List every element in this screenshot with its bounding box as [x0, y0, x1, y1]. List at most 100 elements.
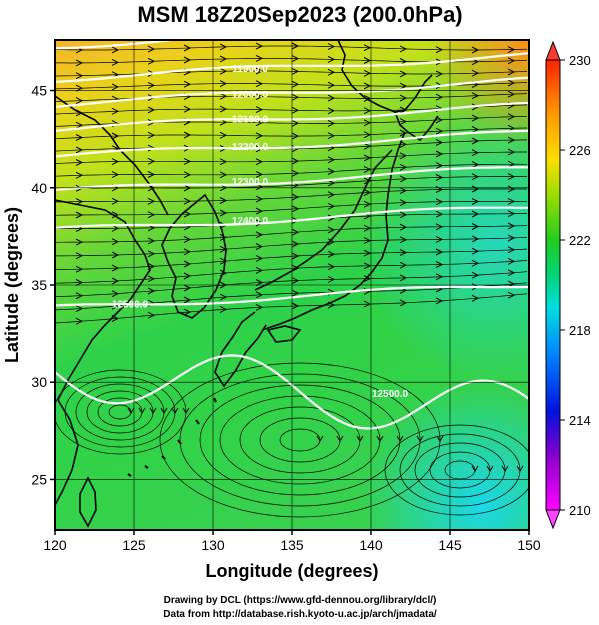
colorbar-tick-label: 210: [569, 503, 591, 518]
flow-arrow: [291, 228, 300, 236]
y-tick-label: 35: [31, 277, 47, 293]
flow-arrow: [471, 161, 480, 169]
flow-arrow: [75, 59, 84, 67]
flow-arrow: [363, 200, 372, 208]
streamline: [55, 271, 528, 297]
flow-arrow: [471, 114, 480, 122]
flow-arrow: [435, 93, 444, 101]
flow-arrow: [327, 214, 336, 222]
flow-arrow: [171, 407, 179, 414]
contour-label: 11900.0: [232, 64, 268, 75]
flow-arrow: [327, 226, 336, 234]
flow-arrow: [291, 205, 300, 213]
flow-arrow: [147, 171, 156, 178]
flow-arrow: [291, 106, 300, 114]
streamline-swirl: [219, 395, 381, 485]
contour-label: 12300.0: [232, 177, 269, 188]
flow-arrow: [111, 171, 120, 179]
flow-arrow: [435, 46, 444, 54]
flow-arrow: [316, 435, 324, 442]
contour-label: 12200.0: [232, 142, 269, 153]
flow-arrow: [435, 273, 444, 281]
flow-arrow: [255, 106, 264, 114]
flow-arrow: [363, 142, 372, 150]
flow-arrow: [219, 233, 228, 241]
grid-lines: [55, 40, 529, 530]
flow-arrow: [471, 223, 480, 230]
flow-arrow: [327, 179, 336, 187]
flow-arrow: [147, 57, 156, 65]
flow-arrow: [183, 105, 192, 113]
x-tick-label: 140: [359, 537, 383, 553]
flow-arrow: [75, 72, 84, 80]
flow-arrow: [111, 46, 120, 54]
flow-arrow: [219, 257, 228, 265]
flow-arrow: [399, 261, 408, 269]
streamline-swirl: [97, 397, 143, 427]
flow-arrow: [182, 407, 190, 414]
flow-arrow: [327, 94, 336, 102]
flow-arrow: [507, 210, 516, 218]
flow-arrow: [327, 43, 336, 51]
flow-arrow: [147, 275, 156, 283]
streamline-swirl: [384, 424, 529, 516]
flow-arrow: [111, 211, 120, 219]
flow-arrow: [75, 146, 84, 154]
flow-arrow: [291, 289, 300, 297]
contour-label: 12500.0: [372, 389, 409, 400]
flow-arrow: [75, 265, 84, 273]
flow-arrow: [507, 113, 516, 121]
flow-arrow: [416, 435, 424, 442]
streamline: [55, 151, 527, 164]
colorbar-tick-label: 226: [569, 143, 591, 158]
flow-arrow: [111, 290, 120, 298]
flow-arrow: [183, 171, 192, 179]
flow-arrow: [255, 119, 264, 127]
streamline-swirl: [108, 404, 132, 420]
flow-arrow: [399, 249, 408, 256]
flow-arrow: [147, 106, 156, 114]
contour-label: 11600.0: [232, 31, 268, 42]
flow-arrow: [471, 235, 480, 243]
flow-arrow: [255, 42, 264, 50]
flow-arrow: [255, 54, 264, 62]
flow-arrow: [291, 252, 300, 260]
flow-arrow: [111, 83, 120, 91]
flow-arrow: [75, 134, 84, 141]
flow-arrow: [255, 254, 264, 262]
flow-arrow: [219, 209, 228, 217]
flow-arrow: [399, 187, 408, 195]
flow-arrow: [183, 296, 192, 304]
flow-arrow: [219, 171, 228, 179]
streamline: [55, 225, 528, 243]
flow-arrow: [435, 70, 444, 78]
contour-label: 12000.0: [232, 89, 269, 100]
flow-arrow: [183, 197, 192, 205]
flow-arrow: [507, 173, 516, 181]
flow-arrow: [471, 465, 479, 472]
y-tick-label: 40: [31, 180, 47, 196]
flow-arrow: [219, 105, 228, 113]
flow-arrow: [111, 264, 120, 272]
flow-arrow: [486, 465, 494, 472]
flow-arrow: [327, 250, 336, 258]
flow-arrow: [471, 149, 480, 157]
flow-arrow: [147, 211, 156, 219]
contour-label: 12400.0: [232, 216, 269, 227]
streamline-swirl: [199, 384, 401, 496]
flow-arrow: [160, 407, 168, 414]
flow-arrow: [327, 168, 336, 175]
x-tick-label: 120: [43, 537, 67, 553]
flow-arrow: [363, 154, 372, 162]
flow-arrow: [291, 193, 300, 201]
flow-arrow: [147, 81, 156, 89]
flow-arrow: [75, 252, 84, 260]
flow-arrow: [363, 249, 372, 257]
x-axis-label: Longitude (degrees): [205, 561, 378, 581]
flow-arrow: [147, 197, 156, 205]
colorbar-tick-label: 218: [569, 323, 591, 338]
flow-arrow: [399, 140, 408, 148]
flow-arrow: [183, 308, 192, 316]
flow-arrow: [255, 132, 264, 140]
flow-arrow: [507, 148, 516, 156]
